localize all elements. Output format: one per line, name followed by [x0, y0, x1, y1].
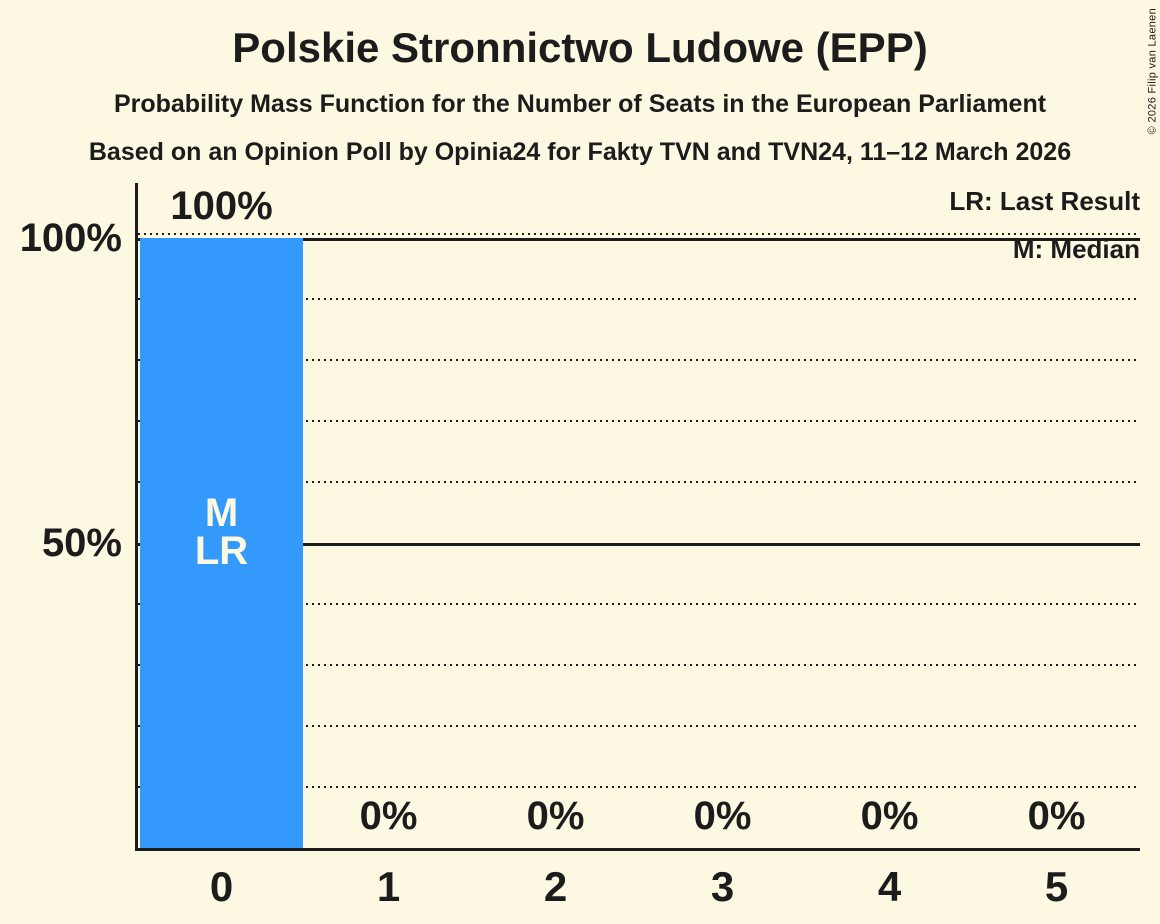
- x-tick-3: 3: [710, 863, 735, 910]
- gridline-dotted-70: [138, 420, 1140, 422]
- annotation-m-label: M: [204, 491, 239, 536]
- gridline-solid-100: [138, 238, 1140, 241]
- x-tick-5: 5: [1044, 863, 1069, 910]
- legend-last-result: LR: Last Result: [949, 186, 1140, 216]
- bar-value-label-0: 100%: [170, 184, 273, 228]
- y-tick-100: 100%: [19, 216, 122, 260]
- x-tick-1: 1: [376, 863, 401, 910]
- x-tick-4: 4: [877, 863, 902, 910]
- gridline-solid-50: [138, 543, 1140, 546]
- bar-value-label-5: 0%: [1027, 794, 1086, 838]
- bar-value-label-3: 0%: [693, 794, 752, 838]
- y-tick-50: 50%: [41, 521, 122, 565]
- chart-title: Polskie Stronnictwo Ludowe (EPP): [232, 24, 928, 71]
- bar-seats-0: [140, 238, 303, 848]
- gridline-dotted-40: [138, 603, 1140, 605]
- gridline-dotted-20: [138, 725, 1140, 727]
- bar-annotation-block-0: M LR: [138, 491, 305, 574]
- annotation-lr-label: LR: [194, 529, 249, 574]
- x-tick-0: 0: [209, 863, 234, 910]
- bar-value-label-4: 0%: [860, 794, 919, 838]
- gridline-dotted-top: [138, 233, 1140, 235]
- chart-subtitle: Probability Mass Function for the Number…: [113, 90, 1047, 118]
- bar-value-label-1: 0%: [359, 794, 418, 838]
- gridline-dotted-10: [138, 786, 1140, 788]
- bar-value-label-2: 0%: [526, 794, 585, 838]
- x-tick-2: 2: [543, 863, 568, 910]
- plot-area: 100% M LR 0% 0% 0% 0% 0%: [135, 183, 1140, 851]
- gridline-dotted-80: [138, 359, 1140, 361]
- legend-median: M: Median: [1012, 234, 1140, 264]
- gridline-dotted-30: [138, 664, 1140, 666]
- gridline-dotted-60: [138, 481, 1140, 483]
- chart-source-line: Based on an Opinion Poll by Opinia24 for…: [88, 138, 1072, 166]
- gridline-dotted-90: [138, 298, 1140, 300]
